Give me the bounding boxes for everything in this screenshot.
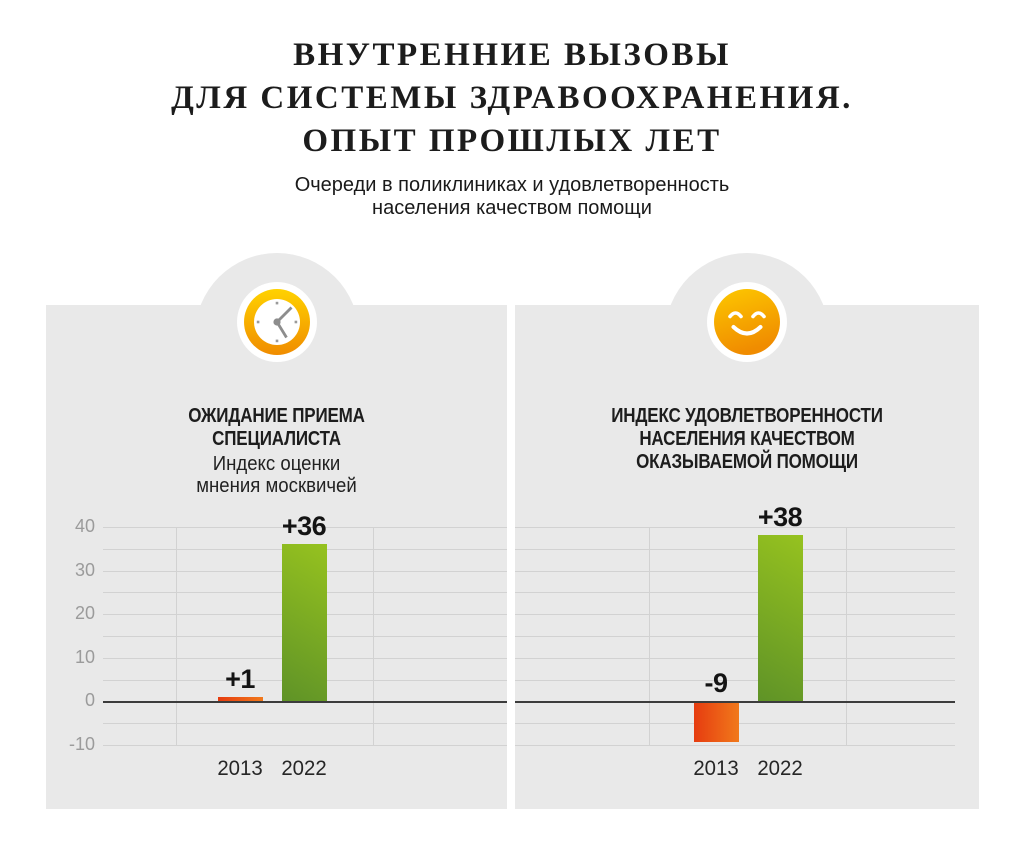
page-title: ВНУТРЕННИЕ ВЫЗОВЫ ДЛЯ СИСТЕМЫ ЗДРАВООХРА… — [0, 34, 1024, 163]
y-axis-label: 30 — [74, 559, 95, 580]
grid-hline — [515, 527, 955, 528]
heading-line: НАСЕЛЕНИЯ КАЧЕСТВОМ — [639, 428, 855, 450]
subtitle-line-2: населения качеством помощи — [372, 197, 652, 219]
subtitle-line-1: Очереди в поликлиниках и удовлетвореннос… — [294, 174, 730, 196]
title-line-3: ОПЫТ ПРОШЛЫХ ЛЕТ — [302, 123, 722, 159]
grid-hline — [103, 723, 507, 725]
grid-hline — [515, 614, 955, 616]
panel-subheading: Индекс оценки мнения москвичей — [62, 453, 491, 497]
heading-line: ОКАЗЫВАЕМОЙ ПОМОЩИ — [636, 451, 858, 473]
y-axis-label: -10 — [68, 734, 95, 754]
category-label: 2013 — [693, 757, 739, 780]
y-axis-label: 10 — [74, 646, 95, 667]
grid-hline — [515, 745, 955, 746]
grid-hline — [515, 679, 955, 681]
bar-value-label: +36 — [281, 511, 327, 541]
clock-icon — [243, 289, 310, 355]
category-label: 2013 — [217, 757, 263, 780]
heading-line: ИНДЕКС УДОВЛЕТВОРЕННОСТИ — [611, 405, 883, 427]
heading-line: СПЕЦИАЛИСТА — [212, 428, 341, 450]
clock-icon-circle — [236, 282, 317, 362]
bar-chart-satisfaction: -9 2013 +38 2022 — [515, 305, 979, 809]
y-axis-label: 40 — [74, 516, 95, 536]
smiley-icon-circle — [707, 282, 787, 362]
bar-value-label: -9 — [704, 668, 728, 698]
panel-heading: ИНДЕКС УДОВЛЕТВОРЕННОСТИ НАСЕЛЕНИЯ КАЧЕС… — [550, 405, 944, 474]
bar-value-label: +38 — [757, 502, 803, 532]
subheading-line: мнения москвичей — [196, 475, 357, 497]
grid-hline — [515, 636, 955, 637]
subheading-line: Индекс оценки — [212, 453, 341, 475]
zero-axis-line — [515, 700, 955, 703]
bar-2013 — [693, 703, 739, 742]
smiley-icon — [714, 289, 780, 355]
panel-satisfaction: ИНДЕКС УДОВЛЕТВОРЕННОСТИ НАСЕЛЕНИЯ КАЧЕС… — [515, 253, 979, 809]
grid-hline — [515, 592, 955, 594]
zero-axis-line — [103, 700, 507, 703]
bar-2022 — [281, 544, 327, 701]
page-subtitle: Очереди в поликлиниках и удовлетвореннос… — [0, 174, 1024, 220]
category-label: 2022 — [757, 757, 803, 780]
heading-line: ОЖИДАНИЕ ПРИЕМА — [188, 405, 365, 427]
grid-hline — [515, 657, 955, 659]
grid-hline — [515, 548, 955, 550]
grid-hline — [515, 570, 955, 572]
bar-value-label: +1 — [225, 664, 255, 694]
category-label: 2022 — [281, 757, 327, 780]
bar-chart-waiting: 40 30 20 10 0 -10 +1 2013 +36 2022 — [46, 305, 507, 809]
panel-waiting-time: ОЖИДАНИЕ ПРИЕМА СПЕЦИАЛИСТА Индекс оценк… — [46, 253, 507, 809]
y-axis-label: 20 — [74, 603, 95, 624]
y-axis-label: 0 — [84, 690, 95, 711]
panel-heading: ОЖИДАНИЕ ПРИЕМА СПЕЦИАЛИСТА — [81, 405, 473, 451]
grid-hline — [103, 745, 507, 746]
bar-2022 — [757, 535, 803, 701]
grid-hline — [103, 527, 507, 528]
title-line-1: ВНУТРЕННИЕ ВЫЗОВЫ — [293, 37, 731, 73]
bar-2013 — [217, 697, 263, 701]
title-line-2: ДЛЯ СИСТЕМЫ ЗДРАВООХРАНЕНИЯ. — [171, 80, 853, 116]
